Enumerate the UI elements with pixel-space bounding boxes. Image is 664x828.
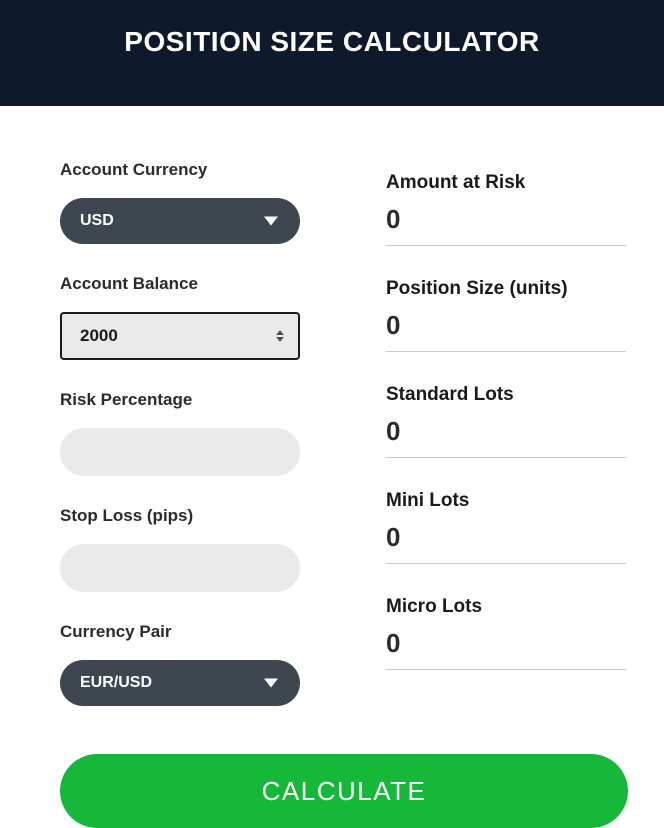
standard-lots-value: 0 — [386, 416, 626, 458]
chevron-down-icon — [264, 679, 278, 688]
amount-at-risk-value: 0 — [386, 204, 626, 246]
number-spinner-icon[interactable] — [276, 330, 284, 342]
micro-lots-value: 0 — [386, 628, 626, 670]
account-balance-value: 2000 — [80, 326, 118, 346]
results-column: Amount at Risk 0 Position Size (units) 0… — [386, 160, 626, 706]
amount-at-risk-group: Amount at Risk 0 — [386, 172, 626, 246]
standard-lots-label: Standard Lots — [386, 384, 626, 406]
risk-percentage-group: Risk Percentage — [60, 390, 356, 476]
account-balance-input[interactable]: 2000 — [60, 312, 300, 360]
amount-at-risk-label: Amount at Risk — [386, 172, 626, 194]
stop-loss-input[interactable] — [60, 544, 300, 592]
mini-lots-value: 0 — [386, 522, 626, 564]
currency-pair-group: Currency Pair EUR/USD — [60, 622, 356, 706]
mini-lots-label: Mini Lots — [386, 490, 626, 512]
position-size-value: 0 — [386, 310, 626, 352]
position-size-group: Position Size (units) 0 — [386, 278, 626, 352]
account-balance-group: Account Balance 2000 — [60, 274, 356, 360]
stop-loss-group: Stop Loss (pips) — [60, 506, 356, 592]
account-currency-value: USD — [80, 212, 114, 230]
mini-lots-group: Mini Lots 0 — [386, 490, 626, 564]
calculate-button[interactable]: CALCULATE — [60, 754, 628, 828]
header: POSITION SIZE CALCULATOR — [0, 0, 664, 106]
account-currency-label: Account Currency — [60, 160, 356, 180]
position-size-label: Position Size (units) — [386, 278, 626, 300]
currency-pair-label: Currency Pair — [60, 622, 356, 642]
calculate-button-label: CALCULATE — [262, 776, 427, 807]
form-column: Account Currency USD Account Balance 200… — [60, 160, 356, 706]
micro-lots-group: Micro Lots 0 — [386, 596, 626, 670]
standard-lots-group: Standard Lots 0 — [386, 384, 626, 458]
micro-lots-label: Micro Lots — [386, 596, 626, 618]
content: Account Currency USD Account Balance 200… — [0, 106, 664, 736]
currency-pair-value: EUR/USD — [80, 674, 152, 692]
risk-percentage-label: Risk Percentage — [60, 390, 356, 410]
account-currency-group: Account Currency USD — [60, 160, 356, 244]
currency-pair-select[interactable]: EUR/USD — [60, 660, 300, 706]
page-title: POSITION SIZE CALCULATOR — [0, 26, 664, 58]
risk-percentage-input[interactable] — [60, 428, 300, 476]
chevron-down-icon — [264, 217, 278, 226]
account-balance-label: Account Balance — [60, 274, 356, 294]
account-currency-select[interactable]: USD — [60, 198, 300, 244]
stop-loss-label: Stop Loss (pips) — [60, 506, 356, 526]
